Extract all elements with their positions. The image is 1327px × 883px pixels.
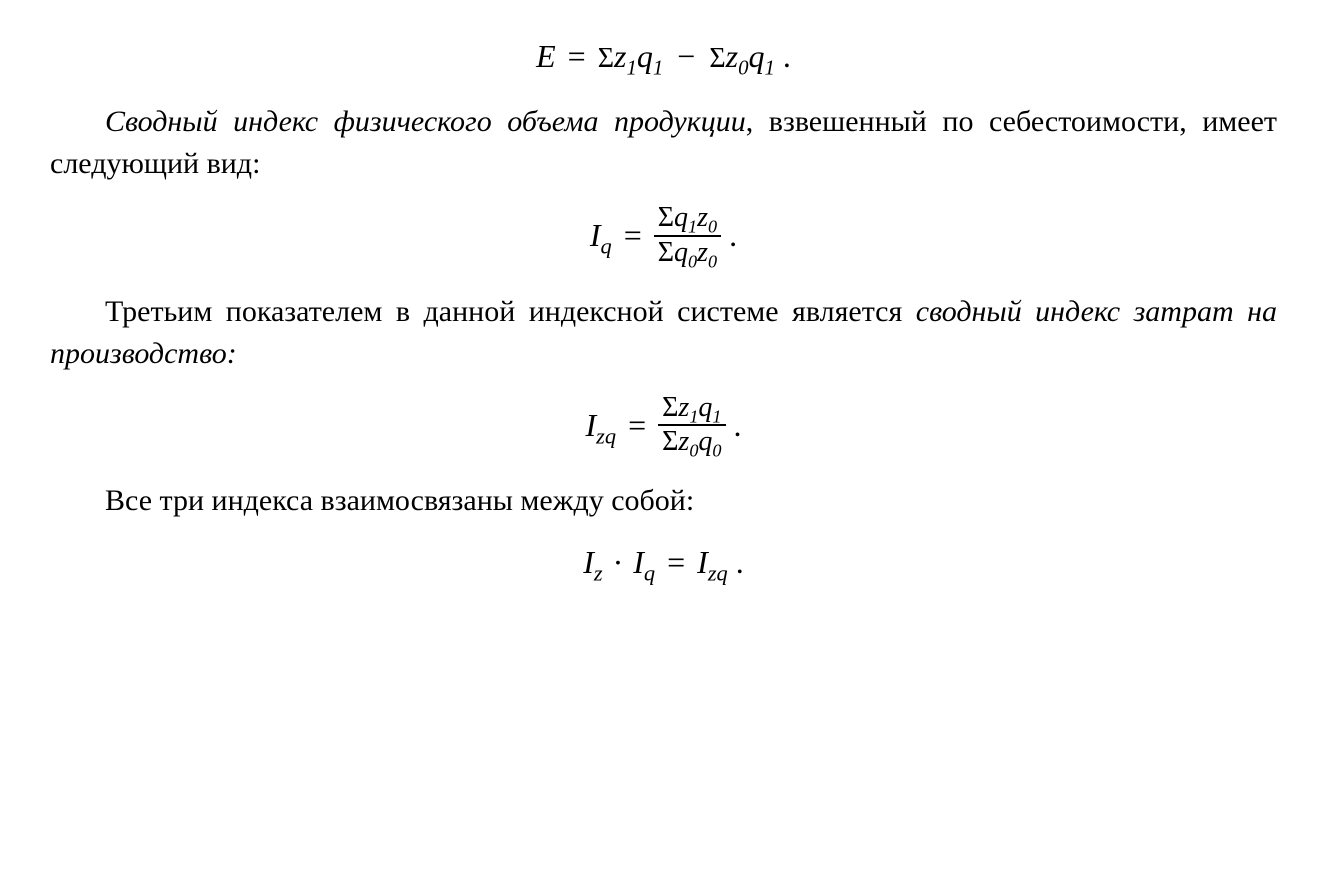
paragraph-2: Третьим показателем в данной индексной с… [50,291,1277,375]
eq3-lhs-sub: zq [596,423,616,448]
eq4-dot: · [609,540,628,585]
eq3-num-q: q [698,392,712,423]
eq2-den-q-sub: 0 [688,251,697,271]
eq2-den-z: z [697,237,708,268]
eq3-lhs: I [585,407,596,443]
eq2-num-q: q [674,202,688,233]
eq4-Izq-sub: zq [708,561,728,586]
eq4-Iq: I [633,544,644,580]
paragraph-1: Сводный индекс физического объема продук… [50,101,1277,185]
eq1-minus: − [669,34,703,79]
eq2-period: . [727,213,737,258]
eq3-num-q-sub: 1 [712,406,721,426]
p2-plain: Третьим показателем в данной индексной с… [105,295,916,328]
p3-text: Все три индекса взаимосвязаны между собо… [105,484,694,517]
eq2-equals: = [618,213,648,258]
eq1-q1-sub: 1 [653,56,663,79]
eq4-period: . [734,540,744,585]
eq4-Izq: I [697,544,708,580]
eq1-q1b-sub: 1 [764,56,774,79]
eq1-lhs: E [536,34,556,79]
formula-3: Izq = Σz1q1 Σz0q0 . [50,393,1277,459]
eq2-lhs: I [590,217,601,253]
eq3-den-q: q [698,426,712,457]
eq2-num-sigma: Σ [658,202,674,233]
eq3-equals: = [622,403,652,448]
paragraph-3: Все три индекса взаимосвязаны между собо… [50,480,1277,522]
eq1-sigma2: Σ [709,43,725,74]
eq3-den-q-sub: 0 [712,441,721,461]
eq2-fraction: Σq1z0 Σq0z0 [654,203,721,269]
eq1-sigma1: Σ [598,43,614,74]
eq4-Iz: I [583,544,594,580]
eq2-den-q: q [674,237,688,268]
eq3-num-sigma: Σ [662,392,678,423]
eq4-Iq-sub: q [644,561,655,586]
eq2-den-z-sub: 0 [708,251,717,271]
eq1-equals: = [562,34,592,79]
p1-italic: Сводный индекс физического объема продук… [105,105,746,138]
eq3-num-z: z [678,392,689,423]
formula-1: E = Σz1q1 − Σz0q1 . [50,34,1277,79]
eq1-z0-sub: 0 [738,56,748,79]
eq2-num-q-sub: 1 [688,217,697,237]
eq4-Iz-sub: z [594,561,603,586]
eq2-den-sigma: Σ [658,237,674,268]
document-body: E = Σz1q1 − Σz0q1 . Сводный индекс физич… [50,34,1277,585]
eq2-num-z-sub: 0 [708,217,717,237]
eq1-q1b: q [748,38,764,74]
eq1-z1: z [614,38,626,74]
eq1-z1-sub: 1 [626,56,636,79]
formula-2: Iq = Σq1z0 Σq0z0 . [50,203,1277,269]
eq4-equals: = [661,540,691,585]
eq1-z0: z [726,38,738,74]
eq3-den-sigma: Σ [662,426,678,457]
eq1-period: . [781,34,791,79]
eq2-num-z: z [697,202,708,233]
eq3-period: . [732,403,742,448]
eq2-lhs-sub: q [601,234,612,259]
eq3-den-z: z [678,426,689,457]
eq1-q1: q [637,38,653,74]
formula-4: Iz · Iq = Izq. [50,540,1277,585]
eq3-fraction: Σz1q1 Σz0q0 [658,393,725,459]
